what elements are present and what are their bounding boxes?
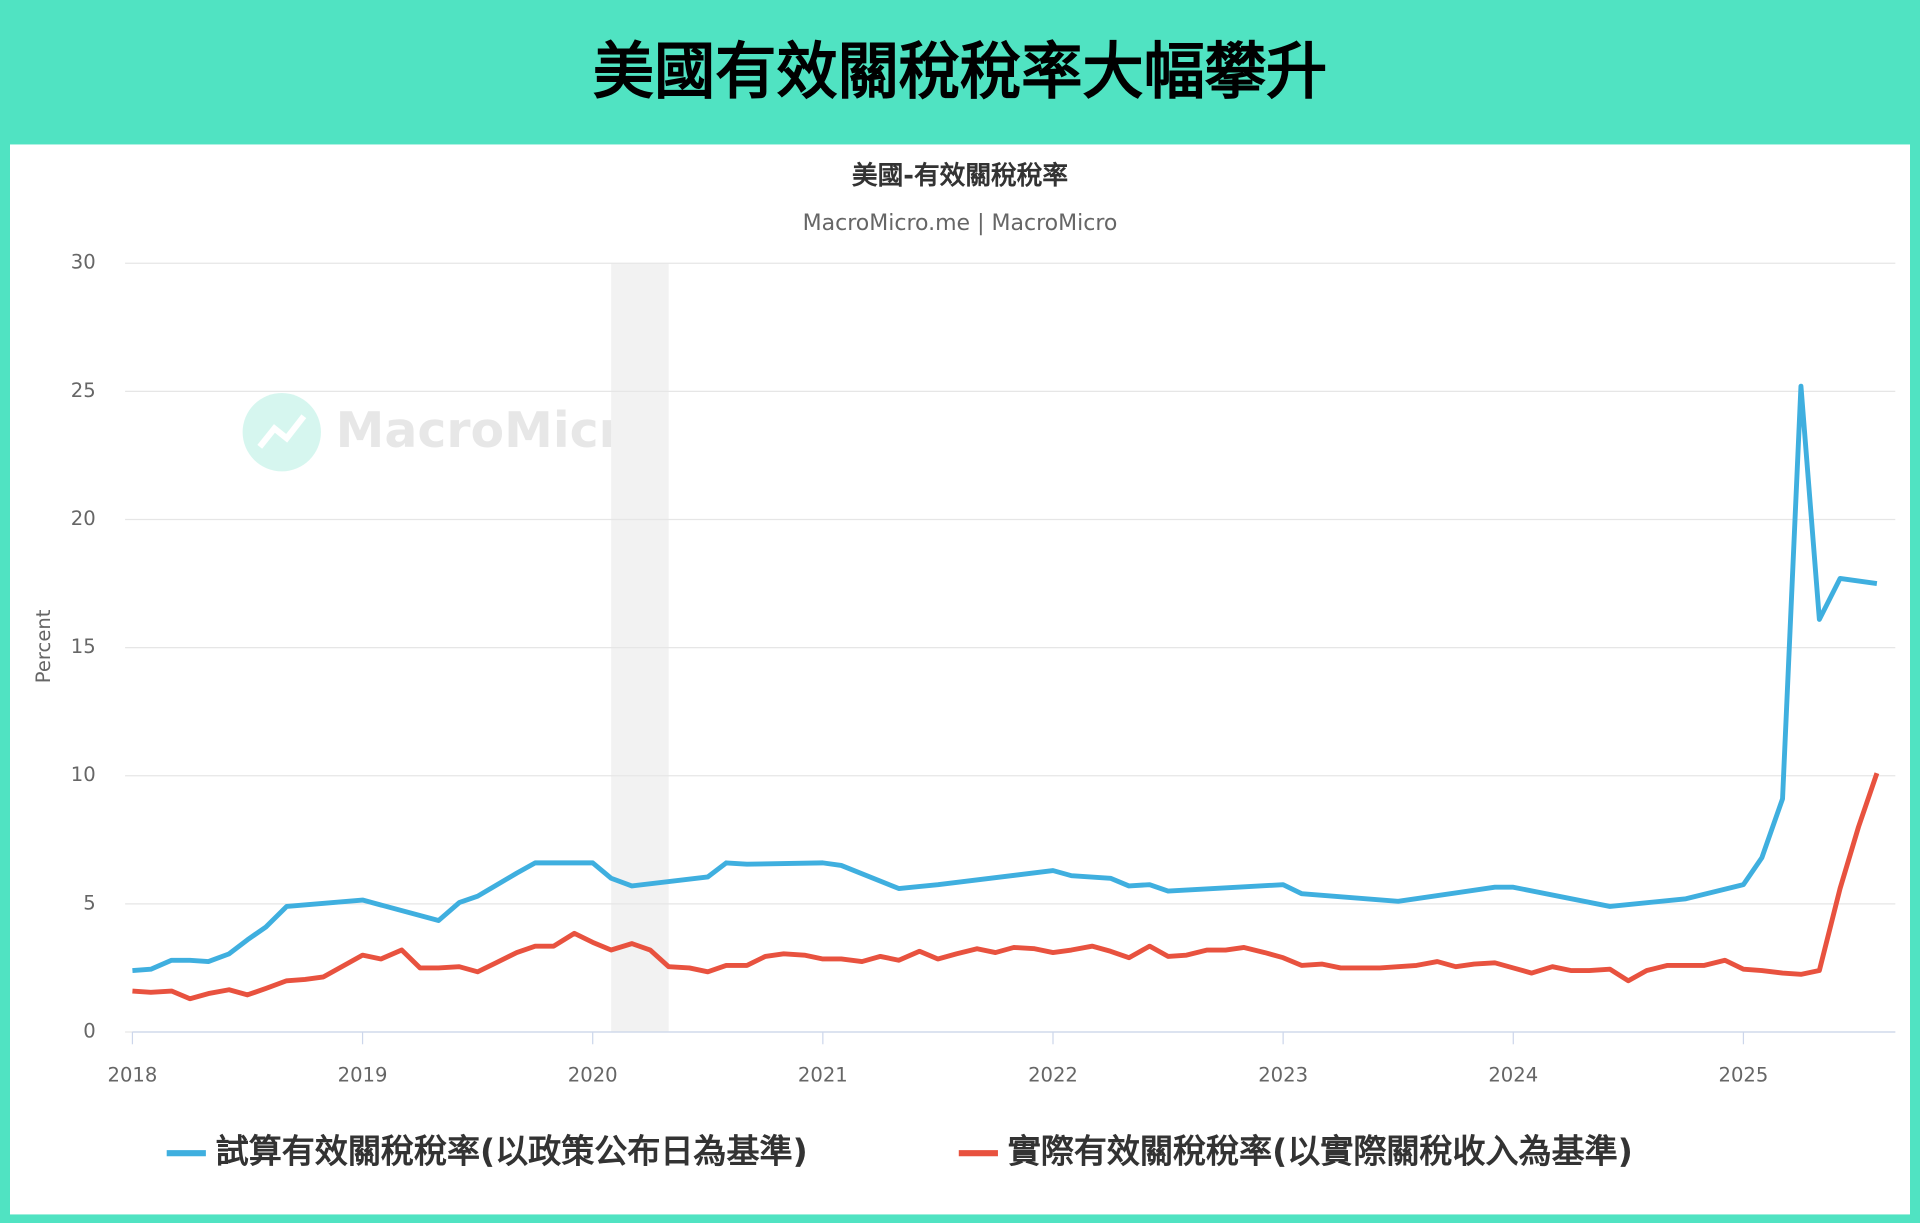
- chart-panel: [10, 144, 1910, 1215]
- x-tick-label: 2019: [338, 1064, 388, 1087]
- page-title: 美國有效關稅稅率大幅攀升: [593, 36, 1327, 107]
- x-tick-label: 2023: [1258, 1064, 1308, 1087]
- y-tick-label: 25: [71, 379, 96, 402]
- x-tick-label: 2022: [1028, 1064, 1078, 1087]
- series-line: [132, 383, 1878, 973]
- y-tick-label: 30: [71, 251, 96, 274]
- watermark-logo: [242, 392, 321, 472]
- watermark: MacroMicro: [242, 392, 657, 472]
- chart-title: 美國-有效關稅稅率: [852, 160, 1068, 191]
- x-tick-label: 2018: [108, 1064, 158, 1087]
- y-tick-label: 0: [83, 1020, 95, 1043]
- y-axis-label: Percent: [32, 609, 55, 683]
- y-tick-label: 15: [71, 635, 96, 658]
- legend-label[interactable]: 實際有效關稅稅率(以實際關稅收入為基準): [1008, 1132, 1633, 1171]
- legend-item[interactable]: 試算有效關稅稅率(以政策公布日為基準): [166, 1132, 808, 1171]
- x-tick-label: 2020: [568, 1064, 618, 1087]
- series-line: [132, 772, 1880, 1002]
- x-tick-label: 2025: [1718, 1064, 1768, 1087]
- x-tick-label: 2021: [798, 1064, 848, 1087]
- legend-item[interactable]: 實際有效關稅稅率(以實際關稅收入為基準): [958, 1132, 1633, 1171]
- watermark-logo-line: [257, 414, 307, 449]
- chart-subtitle: MacroMicro.me | MacroMicro: [803, 211, 1118, 236]
- y-tick-label: 5: [83, 891, 95, 914]
- x-tick-label: 2024: [1488, 1064, 1538, 1087]
- watermark-text: MacroMicro: [336, 402, 657, 459]
- y-tick-label: 20: [71, 507, 96, 530]
- legend-label[interactable]: 試算有效關稅稅率(以政策公布日為基準): [216, 1132, 808, 1171]
- y-tick-label: 10: [71, 763, 96, 786]
